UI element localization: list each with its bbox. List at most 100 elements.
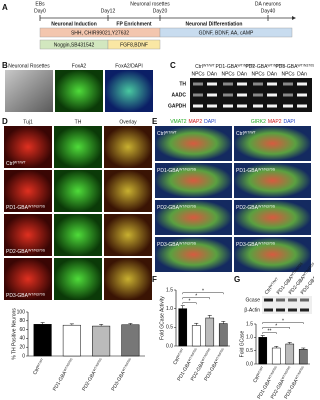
day-label: Day20: [153, 8, 168, 14]
line-name: PD3-GBA: [6, 293, 29, 299]
band: [207, 93, 217, 97]
line-genotype: WT/N370S: [258, 241, 276, 245]
band: [223, 82, 233, 86]
media-box: [107, 39, 161, 50]
line-label: PD1-GBAWT/N370S: [157, 167, 197, 174]
band: [300, 308, 309, 312]
micrograph: [234, 237, 311, 272]
y-axis-label: Fold GCase: [239, 330, 245, 357]
line-name: Ctrl: [264, 286, 274, 296]
column-header: Overlay: [119, 119, 137, 125]
band: [288, 308, 297, 312]
micrograph: [155, 163, 232, 198]
micrograph: [234, 200, 311, 235]
row-label: GAPDH: [168, 103, 186, 109]
band: [288, 298, 297, 302]
line-genotype: WT/N370S: [297, 63, 314, 67]
micrograph: [155, 237, 232, 272]
line-genotype: WT/N370S: [179, 204, 197, 208]
band: [207, 104, 217, 108]
x-tick-label: PD1-GBAWT/N370S: [52, 357, 76, 392]
band: [300, 298, 309, 302]
marker-header: GIRK2 MAP2 DAPI: [251, 119, 295, 125]
phase-label: Neuronal Differentiation: [186, 21, 243, 27]
panel-letter: E: [152, 117, 158, 126]
bar: [191, 325, 201, 347]
line-label: PD3-GBAWT/N370S: [275, 63, 314, 70]
category-genotype: WT/N370S: [200, 347, 211, 362]
marker-header: VMAT2 MAP2 DAPI: [170, 119, 216, 125]
panel-letter: A: [2, 3, 8, 12]
micrograph: [155, 200, 232, 235]
day-label: Day12: [101, 8, 116, 14]
category: PD1-GBA: [52, 370, 69, 393]
band: [237, 82, 247, 86]
x-tick-label: CtrlWT/WT: [252, 365, 267, 384]
band: [193, 93, 203, 97]
media-label: Noggin,SB431542: [54, 42, 95, 48]
marker-name: DAPI: [283, 119, 295, 125]
row-label: TH: [179, 81, 186, 87]
category-genotype: WT/WT: [36, 357, 45, 368]
significance-bracket: [182, 297, 210, 300]
category-genotype: WT/N370S: [280, 365, 291, 380]
y-axis-label: % TH Positive Neurons: [11, 308, 17, 360]
band: [267, 82, 277, 86]
category-genotype: WT/N370S: [214, 347, 225, 362]
line-label: PD1-GBAWT/N370S: [215, 63, 255, 70]
significance-bracket: [182, 292, 224, 295]
line-name: PD3-GBA: [275, 64, 298, 70]
significance: **: [268, 328, 272, 334]
category-genotype: WT/N370S: [92, 357, 103, 372]
x-tick-label: CtrlWT/WT: [172, 347, 187, 366]
bar: [121, 324, 140, 357]
micrograph: [104, 258, 152, 300]
line-name: Ctrl: [195, 64, 203, 70]
column-header: DAn: [297, 71, 307, 77]
band: [297, 93, 307, 97]
category: PD3-GBA: [111, 370, 128, 393]
line-genotype: WT/WT: [203, 63, 216, 67]
y-axis-label: Fold GCase Activity: [159, 296, 165, 340]
row-label: β-Actin: [244, 307, 260, 313]
line-label: CtrlWT/WT: [236, 130, 256, 137]
panel-letter: F: [152, 275, 157, 284]
line-label: PD3-GBAWT/N370S: [157, 241, 197, 248]
bar: [33, 324, 52, 357]
marker-name: DAPI: [204, 119, 216, 125]
band: [253, 93, 263, 97]
band: [297, 104, 307, 108]
micrograph: [5, 70, 53, 112]
micrograph: [54, 170, 102, 212]
y-tick-label: 0.0: [246, 361, 253, 367]
band: [193, 82, 203, 86]
row-label: Gcase: [246, 297, 261, 303]
bar: [62, 324, 81, 357]
band: [264, 308, 273, 312]
y-tick-label: 80: [19, 318, 25, 324]
x-tick-label: PD2-GBAWT/N370S: [81, 357, 105, 392]
y-tick-label: 60: [19, 327, 25, 333]
panel-letter: G: [234, 275, 240, 284]
line-name: PD2-GBA: [6, 249, 29, 255]
category: PD3-GBA: [204, 360, 221, 383]
line-label: PD2-GBAWT/N370S: [245, 63, 285, 70]
significance: *: [282, 318, 284, 324]
line-name: PD1-GBA: [6, 205, 29, 211]
line-label: PD2-GBAWT/N370S: [236, 204, 276, 211]
micrograph: [4, 258, 52, 300]
band: [283, 93, 293, 97]
y-tick-label: 0.0: [166, 343, 173, 349]
category-genotype: WT/N370S: [267, 365, 278, 380]
line-genotype: WT/N370S: [258, 204, 276, 208]
stage-label: DA neurons: [255, 1, 282, 7]
line-genotype: WT/WT: [244, 130, 257, 134]
day-label: Day0: [34, 8, 46, 14]
x-tick-label: PD3-GBAWT/N370S: [110, 357, 134, 392]
column-header: DAn: [267, 71, 277, 77]
panel-letter: C: [170, 61, 176, 70]
panel-letter: B: [2, 61, 8, 70]
column-header: Neuronal Rosettes: [8, 63, 50, 69]
column-header: NPCs: [221, 71, 235, 77]
